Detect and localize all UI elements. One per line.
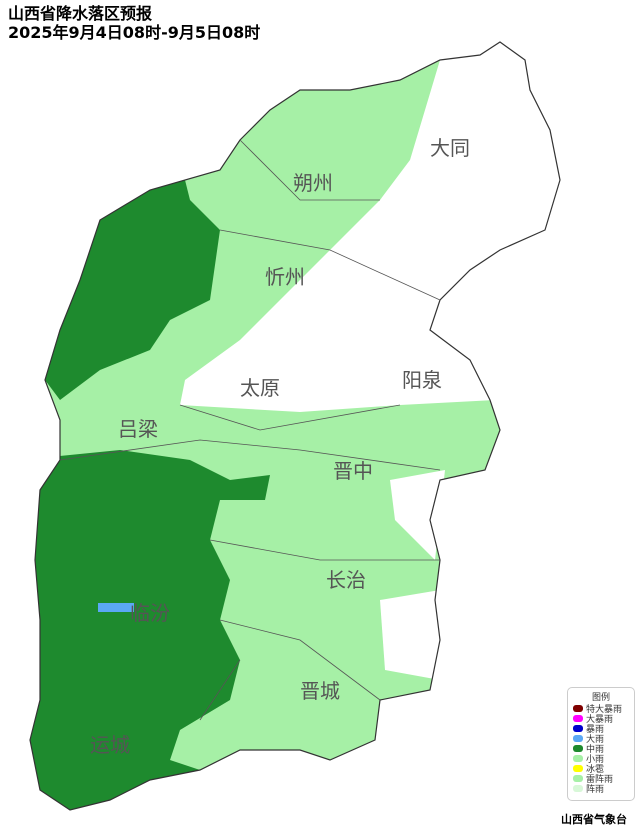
city-label: 临汾 [130,601,170,625]
city-label: 运城 [90,733,130,757]
legend-label: 大雨 [586,734,605,745]
legend-label: 中雨 [586,744,605,755]
city-boundaries [59,139,441,721]
legend-item: 大雨 [573,733,634,745]
city-label: 晋中 [333,459,373,483]
moderate-rain-area-southwest [30,450,270,810]
map-title: 山西省降水落区预报 2025年9月4日08时-9月5日08时 [8,4,260,42]
legend-label: 冰雹 [586,764,605,775]
legend-label: 雷阵雨 [586,774,614,785]
legend-label: 阵雨 [586,784,605,795]
legend-title: 图例 [591,693,610,703]
legend-swatch [573,704,583,712]
city-label: 太原 [240,376,280,400]
city-label: 朔州 [293,171,333,195]
legend-item: 雷阵雨 [573,773,634,785]
legend-swatch [573,714,583,722]
legend-item: 特大暴雨 [573,703,634,715]
city-label: 大同 [430,136,470,160]
moderate-rain-area-northwest [45,180,220,400]
legend-label: 特大暴雨 [586,704,623,715]
title-line1: 山西省降水落区预报 [8,4,153,23]
legend-swatch [573,724,583,732]
legend: 图例 特大暴雨 大暴雨 暴雨 大雨 中雨 小雨 冰雹 雷阵雨 阵雨 [567,687,635,801]
city-label: 阳泉 [402,368,442,392]
city-label: 忻州 [265,265,305,289]
legend-swatch [573,774,583,782]
legend-swatch [573,784,583,792]
no-rain-area-east [390,470,445,560]
legend-swatch [573,734,583,742]
legend-label: 小雨 [586,754,605,765]
no-rain-area-southeast [380,590,440,680]
legend-item: 小雨 [573,753,634,765]
credit: 山西省气象台 [561,813,627,826]
legend-item: 中雨 [573,743,634,755]
city-label: 长治 [326,568,366,592]
legend-swatch [573,764,583,772]
legend-label: 大暴雨 [586,714,614,725]
legend-item: 大暴雨 [573,713,634,725]
legend-item: 暴雨 [573,723,634,735]
legend-swatch [573,754,583,762]
legend-label: 暴雨 [586,724,605,735]
legend-item: 阵雨 [573,783,634,795]
city-label: 晋城 [300,679,340,703]
city-label: 吕梁 [118,417,158,441]
heavy-rain-spot [98,603,134,612]
no-rain-area-northeast [180,42,560,412]
legend-item: 冰雹 [573,763,634,775]
legend-swatch [573,744,583,752]
title-line2: 2025年9月4日08时-9月5日08时 [8,23,261,42]
